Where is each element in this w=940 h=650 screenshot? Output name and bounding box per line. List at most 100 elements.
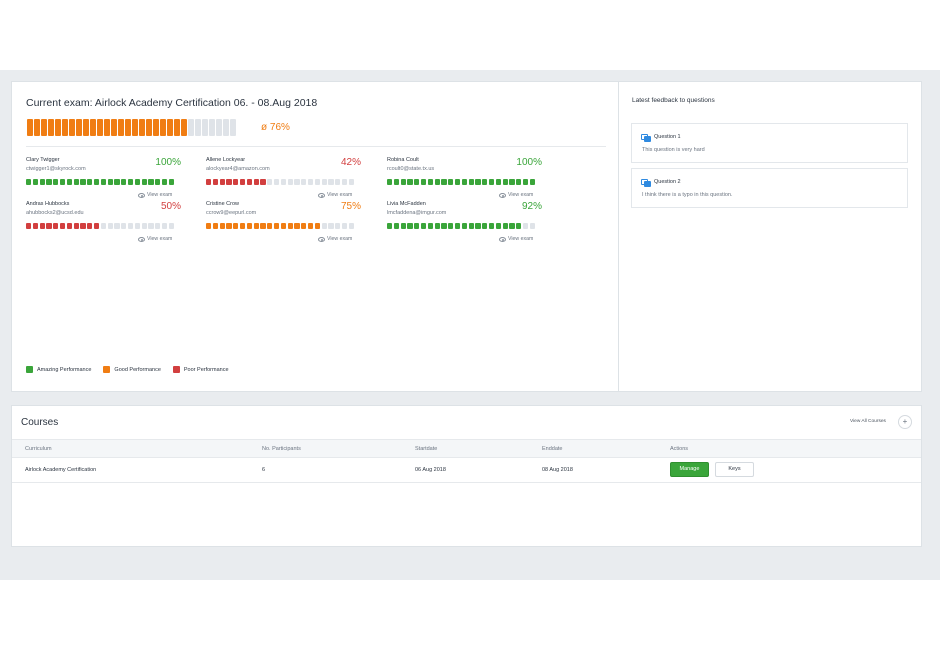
bar-segment-filled xyxy=(267,223,273,229)
bar-segment-filled xyxy=(529,179,536,185)
bar-segment-filled xyxy=(516,179,522,185)
bar-segment-filled xyxy=(427,179,434,185)
legend-item-good: Good Performance xyxy=(103,366,161,373)
bar-segment-filled xyxy=(260,179,266,185)
bar-segment-filled xyxy=(148,179,154,185)
bar-segment-filled xyxy=(121,179,127,185)
participant-score: 100% xyxy=(155,157,181,168)
view-exam-label: View exam xyxy=(508,192,534,198)
feedback-text: I think there is a typo in this question… xyxy=(642,192,733,198)
bar-segment-filled xyxy=(66,179,73,185)
bar-segment-empty xyxy=(114,223,120,229)
bar-segment-filled xyxy=(468,223,474,229)
participant-email: ccrow9@eepurl.com xyxy=(206,210,257,216)
keys-button[interactable]: Keys xyxy=(715,462,754,477)
column-header-curriculum: Curriculum xyxy=(25,446,52,452)
bar-segment-filled xyxy=(127,179,134,185)
bar-segment-filled xyxy=(41,119,47,136)
bar-segment-empty xyxy=(348,223,355,229)
bar-segment-filled xyxy=(53,223,59,229)
view-exam-link[interactable]: View exam xyxy=(138,192,172,198)
view-all-courses-link[interactable]: View All Courses xyxy=(850,419,886,424)
bar-segment-filled xyxy=(441,179,447,185)
legend-swatch-poor xyxy=(172,366,180,373)
bar-segment-filled xyxy=(62,119,68,136)
bar-segment-filled xyxy=(155,179,161,185)
participant-name: Robina Coult xyxy=(387,157,419,163)
view-exam-link[interactable]: View exam xyxy=(499,236,533,242)
bar-segment-filled xyxy=(80,223,86,229)
bar-segment-empty xyxy=(522,223,529,229)
bar-segment-filled xyxy=(393,179,400,185)
bar-segment-empty xyxy=(273,179,280,185)
bar-segment-filled xyxy=(434,179,440,185)
bar-segment-empty xyxy=(335,179,341,185)
bar-segment-filled xyxy=(104,119,110,136)
average-score-value: ø 76% xyxy=(261,122,290,133)
bar-segment-filled xyxy=(393,223,400,229)
bar-segment-filled xyxy=(246,179,253,185)
bar-segment-filled xyxy=(146,119,152,136)
view-exam-label: View exam xyxy=(508,236,534,242)
bar-segment-empty xyxy=(121,223,127,229)
view-exam-link[interactable]: View exam xyxy=(138,236,172,242)
column-header-participants: No. Participants xyxy=(262,446,301,452)
bar-segment-filled xyxy=(509,223,515,229)
bar-segment-filled xyxy=(168,179,175,185)
bar-segment-filled xyxy=(141,179,147,185)
bar-segment-filled xyxy=(495,179,502,185)
bar-segment-filled xyxy=(139,119,145,136)
bar-segment-filled xyxy=(260,223,266,229)
add-course-button[interactable]: + xyxy=(898,415,912,429)
bar-segment-filled xyxy=(39,179,45,185)
bar-segment-filled xyxy=(80,179,86,185)
feedback-card[interactable]: Question 1 This question is very hard xyxy=(631,123,908,163)
bar-segment-filled xyxy=(73,179,79,185)
legend-label: Good Performance xyxy=(114,366,161,373)
bar-segment-filled xyxy=(66,223,73,229)
participant-name: Andras Hubbocks xyxy=(26,201,70,207)
view-exam-link[interactable]: View exam xyxy=(318,192,352,198)
view-exam-link[interactable]: View exam xyxy=(318,236,352,242)
bar-segment-filled xyxy=(434,223,440,229)
column-header-enddate: Enddate xyxy=(542,446,563,452)
bar-segment-filled xyxy=(239,179,246,185)
view-exam-label: View exam xyxy=(147,236,173,242)
eye-icon xyxy=(138,236,145,242)
bar-segment-filled xyxy=(226,223,232,229)
bar-segment-filled xyxy=(76,119,82,136)
bar-segment-filled xyxy=(46,223,52,229)
manage-button[interactable]: Manage xyxy=(670,462,709,477)
exam-title: Current exam: Airlock Academy Certificat… xyxy=(26,97,318,109)
bar-segment-filled xyxy=(387,223,393,229)
bar-segment-empty xyxy=(294,179,300,185)
bar-segment-filled xyxy=(387,179,393,185)
bar-segment-filled xyxy=(454,179,461,185)
divider xyxy=(26,146,606,147)
view-exam-label: View exam xyxy=(327,236,353,242)
feedback-card[interactable]: Question 2 I think there is a typo in th… xyxy=(631,168,908,208)
bar-segment-filled xyxy=(59,179,66,185)
bar-segment-empty xyxy=(307,179,314,185)
bar-segment-filled xyxy=(111,119,117,136)
bar-segment-empty xyxy=(287,179,293,185)
participant-score: 42% xyxy=(340,157,361,168)
bar-segment-filled xyxy=(32,179,39,185)
eye-icon xyxy=(318,236,325,242)
bar-segment-empty xyxy=(328,179,334,185)
bar-segment-filled xyxy=(167,119,173,136)
bar-segment-empty xyxy=(529,223,536,229)
bar-segment-empty xyxy=(209,119,215,136)
bar-segment-filled xyxy=(509,179,515,185)
chat-bubbles-icon xyxy=(641,134,651,142)
view-exam-link[interactable]: View exam xyxy=(499,192,533,198)
bar-segment-filled xyxy=(87,179,93,185)
table-header: Curriculum No. Participants Startdate En… xyxy=(12,439,921,458)
bar-segment-filled xyxy=(495,223,502,229)
bar-segment-empty xyxy=(267,179,273,185)
bar-segment-empty xyxy=(141,223,147,229)
bar-segment-filled xyxy=(414,179,420,185)
bar-segment-filled xyxy=(482,179,488,185)
bar-segment-empty xyxy=(155,223,161,229)
participant-score: 50% xyxy=(160,201,181,212)
